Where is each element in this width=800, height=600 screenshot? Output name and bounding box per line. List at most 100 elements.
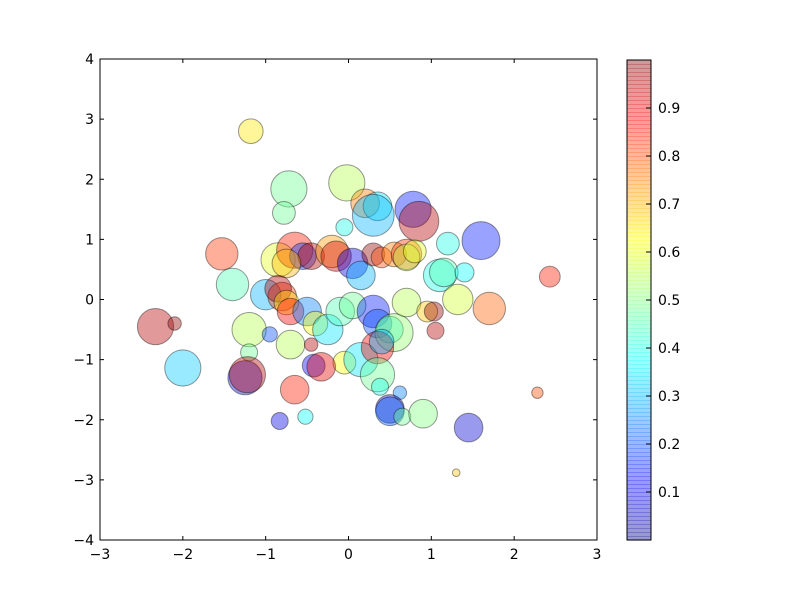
colorbar-segment: [627, 72, 651, 77]
colorbar-segment: [627, 224, 651, 229]
colorbar-segment: [627, 164, 651, 169]
colorbar-segment: [627, 204, 651, 209]
colorbar-tick-label: 0.3: [658, 389, 680, 405]
colorbar-segment: [627, 312, 651, 317]
scatter-point: [297, 408, 314, 425]
scatter-point: [273, 289, 300, 316]
colorbar-segment: [627, 408, 651, 413]
colorbar-segment: [627, 396, 651, 401]
colorbar-segment: [627, 280, 651, 285]
scatter-point: [359, 357, 396, 393]
colorbar-segment: [627, 220, 651, 225]
scatter-point: [426, 321, 445, 340]
colorbar-segment: [627, 196, 651, 201]
colorbar-segment: [627, 124, 651, 129]
colorbar-segment: [627, 228, 651, 233]
colorbar-segment: [627, 148, 651, 153]
colorbar: 0.1 0.2 0.3 0.4 0.5 0.6 0.7 0.8 0.9: [626, 59, 680, 541]
colorbar-segment: [627, 144, 651, 149]
colorbar-segment: [627, 316, 651, 321]
colorbar-segment: [627, 360, 651, 365]
colorbar-segment: [627, 424, 651, 429]
scatter-point: [393, 407, 412, 426]
colorbar-segment: [627, 340, 651, 345]
scatter-point: [320, 240, 352, 272]
scatter-point: [302, 310, 329, 337]
colorbar-segment: [627, 420, 651, 425]
colorbar-segment: [627, 528, 651, 533]
colorbar-segment: [627, 260, 651, 265]
colorbar-segment: [627, 96, 651, 101]
colorbar-segment: [627, 128, 651, 133]
scatter-point: [423, 301, 444, 322]
colorbar-segment: [627, 308, 651, 313]
scatter-point: [362, 191, 393, 222]
y-tick-label: 4: [85, 52, 94, 68]
scatter-point: [376, 315, 404, 344]
colorbar-segment: [627, 232, 651, 237]
scatter-point: [338, 291, 367, 320]
x-tick-label: 3: [593, 547, 602, 563]
colorbar-segment: [627, 212, 651, 217]
colorbar-segment: [627, 172, 651, 177]
colorbar-segment: [627, 508, 651, 513]
colorbar-segment: [627, 60, 651, 65]
scatter-point: [392, 385, 408, 400]
colorbar-segment: [627, 428, 651, 433]
colorbar-segment: [627, 468, 651, 473]
colorbar-segment: [627, 272, 651, 277]
colorbar-segment: [627, 512, 651, 517]
scatter-point: [276, 231, 314, 269]
colorbar-segment: [627, 324, 651, 329]
colorbar-segment: [627, 332, 651, 337]
colorbar-segment: [627, 236, 651, 241]
scatter-point: [205, 237, 239, 271]
colorbar-segment: [627, 392, 651, 397]
scatter-point: [429, 257, 459, 288]
colorbar-segment: [627, 480, 651, 485]
colorbar-segment: [627, 100, 651, 105]
colorbar-segment: [627, 248, 651, 253]
colorbar-segment: [627, 192, 651, 197]
colorbar-segment: [627, 384, 651, 389]
y-tick-label: −4: [73, 533, 94, 549]
y-tick-label: −3: [73, 473, 94, 489]
colorbar-segment: [627, 444, 651, 449]
colorbar-segment: [627, 436, 651, 441]
colorbar-segment: [627, 184, 651, 189]
scatter-point: [394, 190, 432, 228]
scatter-point: [538, 265, 561, 288]
scatter-point: [346, 260, 376, 291]
scatter-point: [361, 242, 386, 267]
colorbar-segment: [627, 92, 651, 97]
scatter-point: [306, 352, 337, 382]
colorbar-tick-label: 0.6: [658, 245, 680, 261]
colorbar-segment: [627, 252, 651, 257]
colorbar-tick-label: 0.4: [658, 341, 680, 357]
scatter-point: [325, 296, 356, 327]
colorbar-segment: [627, 356, 651, 361]
colorbar-segment: [627, 448, 651, 453]
scatter-point: [271, 248, 302, 279]
colorbar-segment: [627, 380, 651, 385]
scatter-point: [442, 283, 474, 316]
x-tick-label: 0: [344, 547, 353, 563]
colorbar-segment: [627, 296, 651, 301]
colorbar-segment: [627, 368, 651, 373]
colorbar-segment: [627, 336, 651, 341]
scatter-point: [136, 308, 175, 346]
scatter-point: [272, 201, 296, 225]
colorbar-segment: [627, 388, 651, 393]
scatter-point: [264, 274, 292, 303]
colorbar-segment: [627, 344, 651, 349]
scatter-point: [270, 412, 289, 430]
colorbar-segment: [627, 496, 651, 501]
scatter-point: [374, 313, 414, 353]
colorbar-segment: [627, 404, 651, 409]
colorbar-segment: [627, 116, 651, 121]
scatter-point: [351, 193, 395, 237]
colorbar-segment: [627, 152, 651, 157]
scatter-point: [375, 394, 405, 424]
scatter-point: [328, 164, 366, 202]
